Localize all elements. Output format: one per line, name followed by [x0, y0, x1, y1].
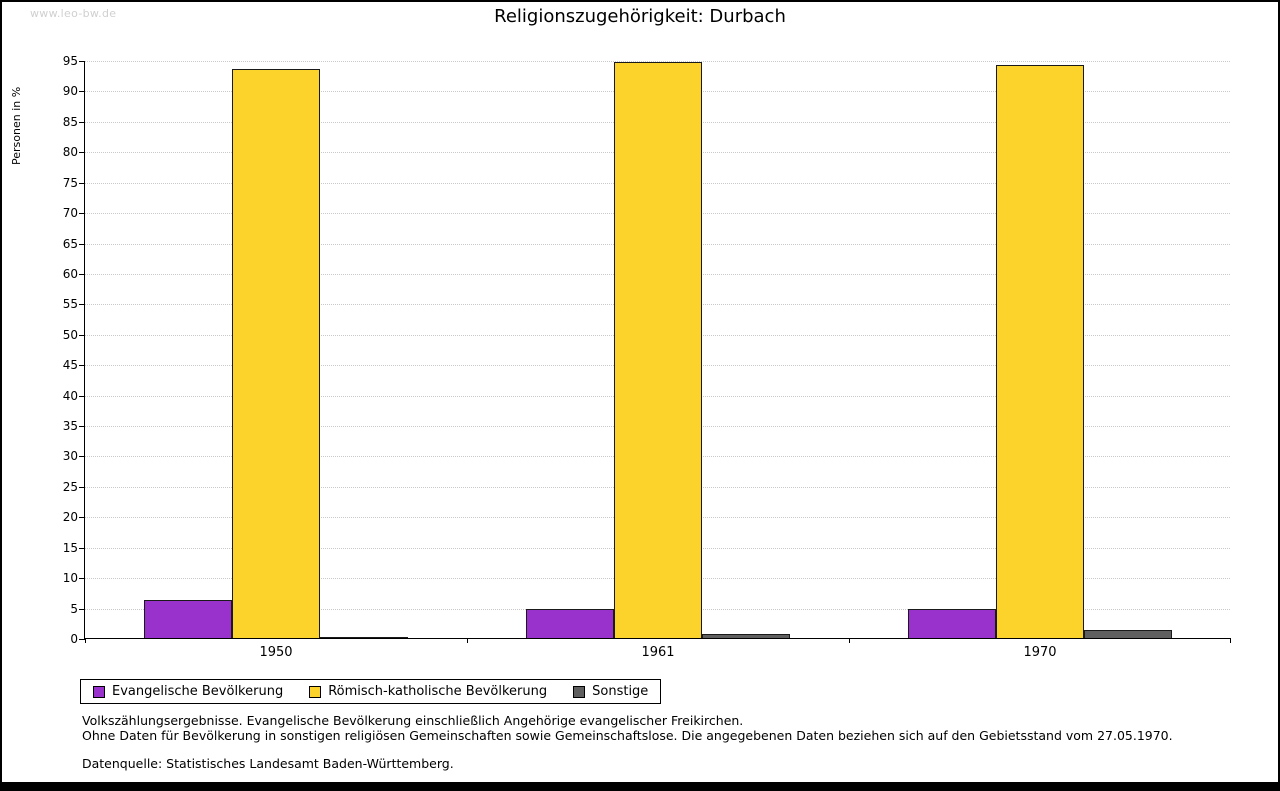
- data-source: Datenquelle: Statistisches Landesamt Bad…: [82, 756, 454, 771]
- y-tick-70: [79, 213, 85, 215]
- bar-r-misch-katholische-bev-lkerung-1961: [614, 61, 702, 638]
- x-tick-0: [85, 638, 86, 643]
- bar-r-misch-katholische-bev-lkerung-1950: [232, 69, 320, 638]
- y-tick-label-15: 15: [62, 540, 78, 555]
- y-tick-10: [79, 578, 85, 580]
- legend-label-sonstige: Sonstige: [592, 684, 649, 699]
- legend-swatch-evangelische-bev-lkerung: [93, 685, 105, 698]
- y-tick-75: [79, 182, 85, 184]
- legend-label-evangelische-bev-lkerung: Evangelische Bevölkerung: [112, 684, 284, 699]
- y-tick-95: [79, 61, 85, 62]
- legend-item-evangelische-bev-lkerung: Evangelische Bevölkerung: [93, 684, 283, 699]
- legend-swatch-r-misch-katholische-bev-lkerung: [309, 685, 322, 698]
- legend-swatch-sonstige: [573, 685, 586, 698]
- y-tick-label-85: 85: [62, 114, 78, 129]
- y-tick-label-60: 60: [62, 266, 78, 281]
- bar-group-1961: [467, 61, 849, 638]
- bar-sonstige-1970: [1084, 630, 1172, 638]
- bar-evangelische-bev-lkerung-1950: [144, 599, 232, 638]
- y-tick-label-5: 5: [70, 601, 78, 616]
- y-tick-30: [79, 456, 85, 458]
- chart-title: Religionszugehörigkeit: Durbach: [494, 6, 786, 27]
- x-tick-label-1970: 1970: [1023, 645, 1057, 660]
- y-tick-0: [79, 639, 85, 640]
- bar-r-misch-katholische-bev-lkerung-1970: [996, 64, 1084, 638]
- x-tick-label-1961: 1961: [641, 645, 675, 660]
- y-tick-65: [79, 243, 85, 245]
- y-tick-5: [79, 608, 85, 610]
- bar-sonstige-1950: [320, 636, 408, 638]
- y-tick-label-55: 55: [62, 297, 78, 312]
- y-tick-label-95: 95: [62, 54, 78, 68]
- y-tick-label-10: 10: [62, 571, 78, 586]
- y-axis-tick-labels: 0 5 10 15 20 25 30 35 40 45 50 55 60 65 70 75 80 85 90 95: [40, 54, 78, 646]
- y-tick-label-75: 75: [62, 175, 78, 190]
- y-tick-label-80: 80: [62, 145, 78, 160]
- y-tick-label-90: 90: [62, 84, 78, 99]
- legend-item-r-misch-katholische-bev-lkerung: Römisch-katholische Bevölkerung: [309, 684, 547, 699]
- y-tick-20: [79, 517, 85, 519]
- x-tick-3: [1230, 638, 1231, 643]
- y-tick-55: [79, 304, 85, 306]
- footnote-line-1: Volkszählungsergebnisse. Evangelische Be…: [82, 713, 744, 728]
- x-tick-2: [849, 638, 850, 643]
- y-tick-80: [79, 152, 85, 154]
- y-tick-label-30: 30: [62, 449, 78, 464]
- watermark: www.leo-bw.de: [30, 7, 117, 20]
- y-tick-label-50: 50: [62, 327, 78, 342]
- y-tick-60: [79, 273, 85, 275]
- bar-sonstige-1961: [702, 634, 790, 638]
- y-axis-title: Personen in %: [10, 86, 23, 165]
- gridline-95: [85, 61, 1230, 62]
- y-tick-label-0: 0: [70, 632, 78, 646]
- legend-item-sonstige: Sonstige: [573, 684, 648, 699]
- x-tick-label-1950: 1950: [259, 645, 293, 660]
- y-tick-label-70: 70: [62, 206, 78, 221]
- bar-group-1970: [849, 61, 1231, 638]
- legend: Evangelische Bevölkerung Römisch-katholis…: [80, 679, 662, 704]
- y-tick-85: [79, 121, 85, 123]
- plot-area: 1950 1961 1970: [79, 61, 1231, 660]
- y-tick-50: [79, 334, 85, 336]
- bar-evangelische-bev-lkerung-1970: [908, 609, 996, 638]
- y-tick-label-20: 20: [62, 510, 78, 525]
- y-tick-label-65: 65: [62, 236, 78, 251]
- y-tick-15: [79, 547, 85, 549]
- bar-evangelische-bev-lkerung-1961: [526, 608, 614, 638]
- bar-group-1950: [85, 61, 467, 638]
- y-tick-label-35: 35: [62, 419, 78, 434]
- y-tick-label-25: 25: [62, 479, 78, 494]
- y-tick-40: [79, 395, 85, 397]
- y-tick-25: [79, 486, 85, 488]
- y-tick-35: [79, 426, 85, 428]
- footnote-line-2: Ohne Daten für Bevölkerung in sonstigen …: [82, 728, 1173, 743]
- footnote: Volkszählungsergebnisse. Evangelische Be…: [82, 713, 1258, 771]
- y-tick-label-40: 40: [62, 388, 78, 403]
- y-tick-90: [79, 91, 85, 93]
- legend-label-r-misch-katholische-bev-lkerung: Römisch-katholische Bevölkerung: [328, 684, 548, 699]
- y-tick-label-45: 45: [62, 358, 78, 373]
- x-tick-1: [467, 638, 468, 643]
- y-tick-45: [79, 365, 85, 367]
